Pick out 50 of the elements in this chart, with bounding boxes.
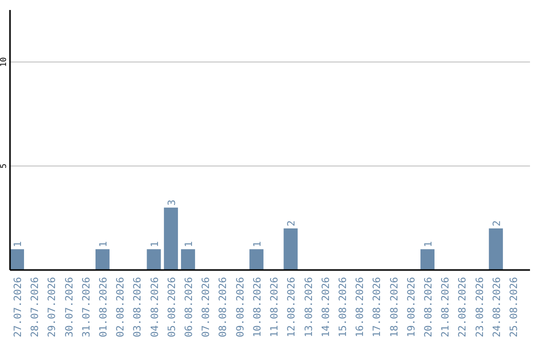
x-tick-label: 22.08.2026 [458,277,469,338]
data-label: 1 [423,241,434,248]
bar [488,228,503,270]
data-label: 3 [166,200,178,206]
x-tick-label: 07.08.2026 [201,277,212,338]
x-tick-label: 06.08.2026 [184,277,196,338]
bar [96,249,110,270]
x-tick-label: 05.08.2026 [166,277,178,338]
x-tick-label: 28.07.2026 [30,277,42,338]
x-tick-label: 29.07.2026 [47,277,58,338]
bar [164,208,178,270]
data-label: 2 [286,220,298,226]
data-label: 1 [252,241,264,248]
data-label: 2 [492,220,503,226]
bar [420,249,434,270]
x-tick-label: 03.08.2026 [132,277,144,338]
x-tick-label: 20.08.2026 [423,277,434,338]
x-tick-label: 14.08.2026 [320,277,332,338]
x-tick-label: 16.08.2026 [355,277,366,338]
bar [284,228,298,270]
data-label: 1 [13,241,24,248]
x-tick-label: 02.08.2026 [116,277,127,338]
x-tick-label: 18.08.2026 [389,277,400,338]
x-tick-label: 19.08.2026 [406,277,418,338]
x-tick-label: 15.08.2026 [338,277,349,338]
data-label: 1 [150,241,161,248]
y-tick-label: 5 [0,163,8,168]
x-tick-label: 17.08.2026 [372,277,384,338]
x-tick-label: 01.08.2026 [98,277,110,338]
x-tick-label: 04.08.2026 [150,277,161,338]
x-tick-label: 24.08.2026 [492,277,503,338]
x-tick-label: 25.08.2026 [508,277,520,338]
bar [146,249,161,270]
x-tick-label: 27.07.2026 [13,277,24,338]
data-label: 1 [184,241,196,248]
bar [10,249,24,270]
x-tick-label: 21.08.2026 [440,277,452,338]
x-tick-label: 23.08.2026 [474,277,486,338]
x-tick-label: 30.07.2026 [64,277,76,338]
x-tick-label: 12.08.2026 [286,277,298,338]
x-tick-label: 13.08.2026 [304,277,315,338]
x-tick-label: 11.08.2026 [270,277,281,338]
x-tick-label: 08.08.2026 [218,277,230,338]
data-label: 1 [98,241,110,248]
x-tick-label: 31.07.2026 [81,277,92,338]
bar [181,249,196,270]
bar [249,249,264,270]
x-tick-label: 09.08.2026 [235,277,246,338]
x-tick-label: 10.08.2026 [252,277,264,338]
y-tick-label: 10 [0,57,8,67]
